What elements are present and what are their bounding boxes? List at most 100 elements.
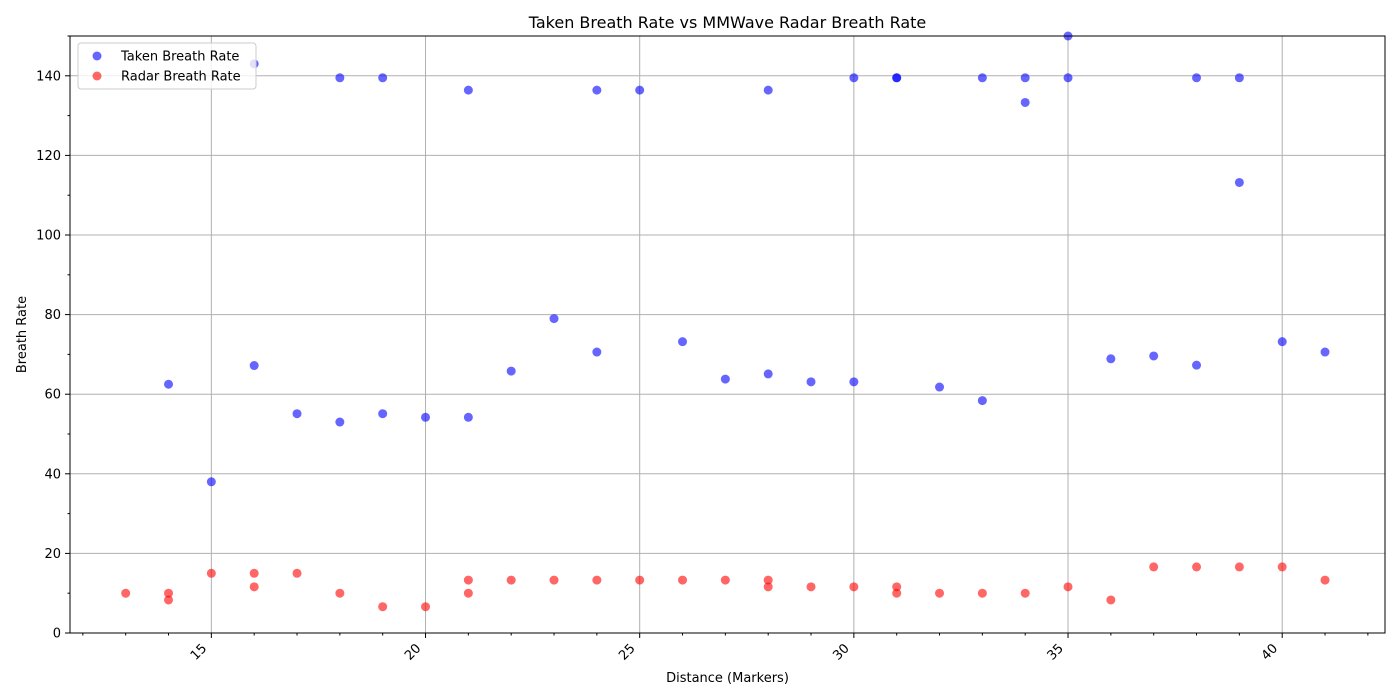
data-point <box>763 582 773 592</box>
data-point <box>849 377 859 387</box>
legend-box <box>77 42 257 90</box>
legend: Taken Breath Rate Radar Breath Rate <box>77 42 257 90</box>
data-point <box>463 588 473 598</box>
data-point <box>164 379 174 389</box>
data-point <box>421 412 431 422</box>
data-point <box>335 417 345 427</box>
data-point <box>849 582 859 592</box>
data-point <box>977 396 987 406</box>
y-tick-label: 140 <box>36 69 61 84</box>
data-point <box>463 412 473 422</box>
data-point <box>249 361 259 371</box>
data-point <box>1192 360 1202 370</box>
y-tick-label: 40 <box>44 467 61 482</box>
data-point <box>635 575 645 585</box>
data-point <box>249 582 259 592</box>
axis-ticks: 15 20 25 30 35 40 0 20 40 60 80 100 120 140 <box>36 35 1369 664</box>
series-0 <box>164 31 1330 487</box>
x-axis-label: Distance (Markers) <box>666 671 789 686</box>
data-point <box>164 595 174 605</box>
y-tick-label: 60 <box>44 388 61 403</box>
data-point <box>335 588 345 598</box>
data-point <box>1063 582 1073 592</box>
data-point <box>1149 351 1159 361</box>
data-point <box>463 85 473 95</box>
chart-title: Taken Breath Rate vs MMWave Radar Breath… <box>528 13 927 32</box>
data-point <box>206 477 216 487</box>
data-point <box>1277 562 1287 572</box>
data-point <box>1277 337 1287 347</box>
data-point <box>763 369 773 379</box>
legend-marker-taken <box>92 51 102 61</box>
data-point <box>763 85 773 95</box>
legend-marker-radar <box>92 71 102 81</box>
data-point <box>935 588 945 598</box>
x-tick-label: 35 <box>1045 641 1067 663</box>
data-point <box>892 582 902 592</box>
y-tick-label: 120 <box>36 149 61 164</box>
data-point <box>249 568 259 578</box>
data-point <box>592 85 602 95</box>
data-point <box>292 409 302 419</box>
y-axis-label: Breath Rate <box>15 296 30 373</box>
data-point <box>506 575 516 585</box>
data-point <box>506 366 516 376</box>
legend-label-radar: Radar Breath Rate <box>121 70 241 85</box>
data-point <box>806 377 816 387</box>
x-tick-label: 30 <box>830 641 852 663</box>
data-point <box>1020 73 1030 83</box>
x-tick-label: 15 <box>188 641 210 663</box>
data-point <box>892 588 902 598</box>
data-point <box>1020 97 1030 107</box>
data-point <box>678 575 688 585</box>
data-point <box>592 575 602 585</box>
data-point <box>635 85 645 95</box>
data-point <box>292 568 302 578</box>
grid <box>70 36 1385 634</box>
data-point <box>463 575 473 585</box>
data-point <box>1234 177 1244 187</box>
data-point <box>549 314 559 324</box>
y-tick-label: 80 <box>44 308 61 323</box>
data-point <box>763 575 773 585</box>
data-point <box>1106 595 1116 605</box>
data-point <box>1320 575 1330 585</box>
data-point <box>935 382 945 392</box>
data-point <box>977 73 987 83</box>
x-tick-label: 40 <box>1259 641 1281 663</box>
data-point <box>849 73 859 83</box>
data-point <box>378 602 388 612</box>
data-point <box>1192 562 1202 572</box>
data-point <box>892 73 902 83</box>
data-point <box>977 588 987 598</box>
series-1 <box>121 562 1330 612</box>
data-point <box>206 568 216 578</box>
data-point <box>378 409 388 419</box>
data-point <box>1234 73 1244 83</box>
data-point <box>1234 562 1244 572</box>
data-point <box>1063 73 1073 83</box>
x-tick-label: 25 <box>616 641 638 663</box>
data-point <box>1020 588 1030 598</box>
y-tick-label: 0 <box>53 627 61 642</box>
data-point <box>549 575 559 585</box>
plot-points <box>121 31 1330 612</box>
data-point <box>1106 354 1116 364</box>
plot-frame <box>69 35 1386 634</box>
data-point <box>164 588 174 598</box>
y-tick-label: 100 <box>36 229 61 244</box>
data-point <box>421 602 431 612</box>
y-tick-label: 20 <box>44 547 61 562</box>
data-point <box>592 347 602 357</box>
data-point <box>378 73 388 83</box>
x-tick-label: 20 <box>402 641 424 663</box>
data-point <box>335 73 345 83</box>
data-point <box>720 374 730 384</box>
data-point <box>678 337 688 347</box>
legend-label-taken: Taken Breath Rate <box>120 50 239 65</box>
data-point <box>720 575 730 585</box>
data-point <box>1192 73 1202 83</box>
data-point <box>806 582 816 592</box>
data-point <box>1149 562 1159 572</box>
